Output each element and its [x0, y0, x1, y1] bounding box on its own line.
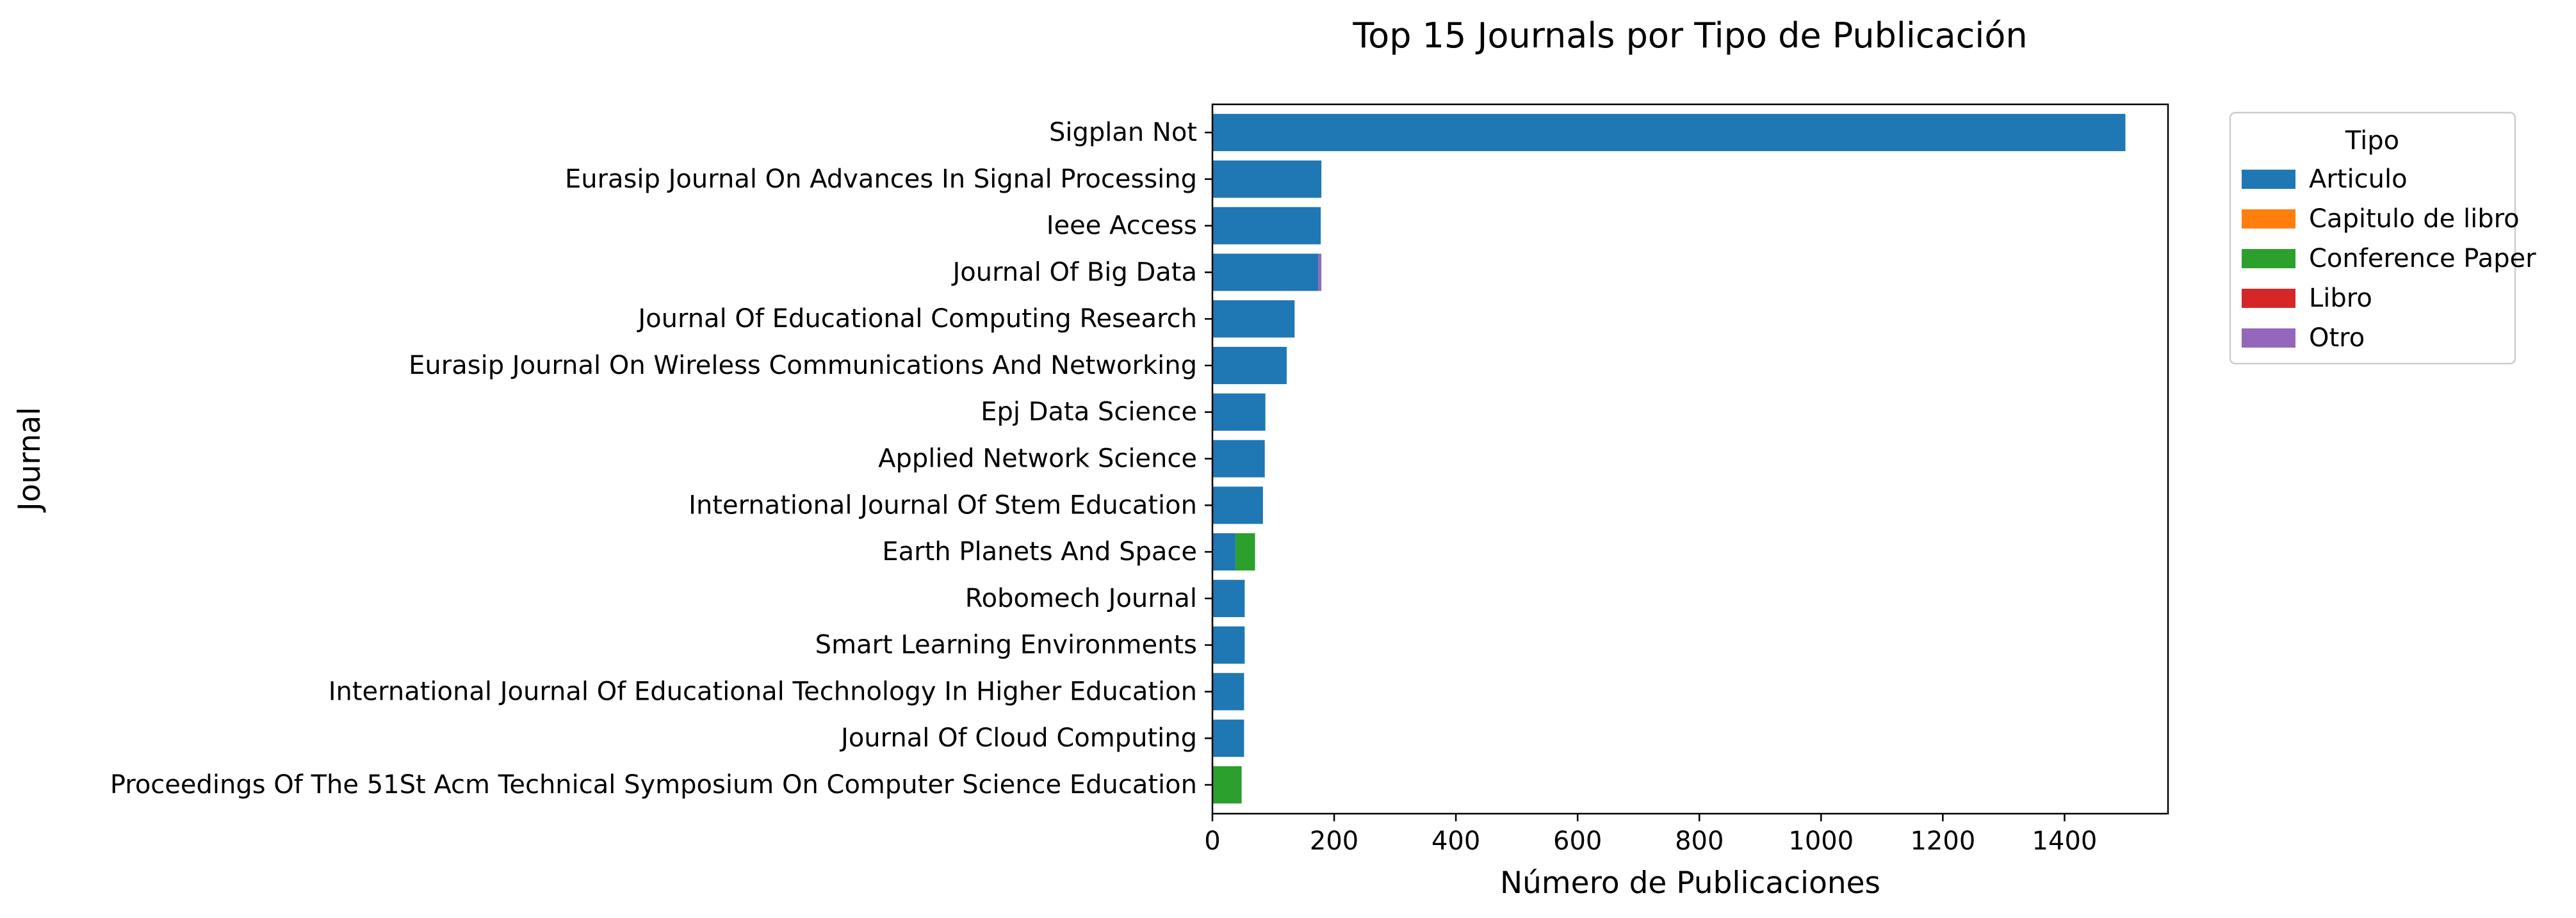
bar-articulo-8 [1212, 487, 1263, 524]
y-tick-label: Eurasip Journal On Advances In Signal Pr… [565, 165, 1197, 194]
legend-swatch-otro [2242, 328, 2295, 348]
bar-articulo-12 [1212, 673, 1244, 711]
y-tick-label: International Journal Of Stem Education [689, 490, 1197, 520]
legend-swatch-articulo [2242, 170, 2295, 189]
x-tick-label: 600 [1553, 826, 1602, 856]
bar-otro-3 [1318, 254, 1322, 291]
x-tick-label: 400 [1431, 826, 1480, 856]
legend-label: Articulo [2309, 165, 2408, 194]
x-tick-label: 1000 [1788, 826, 1854, 856]
y-tick-label: Applied Network Science [878, 444, 1197, 474]
bar-conference-paper-9 [1235, 533, 1255, 571]
legend-swatch-capitulo-de-libro [2242, 209, 2295, 229]
legend-swatch-libro [2242, 289, 2295, 308]
bar-articulo-2 [1212, 207, 1321, 245]
bars [1212, 113, 2126, 804]
y-tick-label: Robomech Journal [965, 584, 1197, 613]
bar-articulo-13 [1212, 720, 1244, 757]
legend-label: Otro [2309, 323, 2365, 353]
x-tick-label: 800 [1675, 826, 1724, 856]
bar-articulo-4 [1212, 300, 1295, 338]
bar-articulo-1 [1212, 160, 1322, 198]
legend: Tipo Articulo Capitulo de libro Conference… [2229, 111, 2536, 365]
plot-frame [1211, 103, 2169, 815]
x-tick-label: 0 [1204, 826, 1220, 856]
y-tick-label: Journal Of Cloud Computing [839, 723, 1197, 753]
y-tick-label: Proceedings Of The 51St Acm Technical Sy… [110, 770, 1197, 800]
chart-title: Top 15 Journals por Tipo de Publicación [1352, 15, 2027, 56]
x-tick-labels: 0 200 400 600 800 1000 1200 1400 [1204, 814, 2097, 856]
bar-conference-paper-14 [1212, 766, 1242, 804]
legend-label: Capitulo de libro [2309, 204, 2520, 234]
bar-articulo-11 [1212, 626, 1245, 664]
x-tick-label: 1400 [2032, 826, 2098, 856]
bar-articulo-10 [1212, 579, 1245, 617]
y-axis-label: Journal [12, 407, 47, 513]
x-tick-label: 200 [1310, 826, 1358, 856]
x-axis-label: Número de Publicaciones [1500, 866, 1880, 901]
bar-articulo-7 [1212, 440, 1265, 478]
legend-swatch-conference-paper [2242, 249, 2295, 268]
bar-articulo-6 [1212, 393, 1266, 431]
legend-items: Articulo Capitulo de libro Conference Pape… [2242, 165, 2536, 353]
y-tick-label: Smart Learning Environments [815, 631, 1197, 660]
y-tick-labels: Sigplan Not Eurasip Journal On Advances I… [110, 118, 1212, 800]
y-tick-label: Journal Of Educational Computing Researc… [636, 304, 1197, 334]
bar-articulo-3 [1212, 254, 1319, 291]
legend-label: Conference Paper [2309, 244, 2536, 273]
y-tick-label: International Journal Of Educational Tec… [329, 677, 1197, 706]
y-tick-label: Epj Data Science [981, 398, 1197, 427]
legend-label: Libro [2309, 284, 2372, 313]
y-tick-label: Earth Planets And Space [882, 537, 1197, 567]
legend-title: Tipo [2345, 126, 2399, 156]
legend-frame [2229, 111, 2516, 365]
bar-articulo-5 [1212, 346, 1287, 385]
bar-articulo-9 [1212, 533, 1236, 571]
y-tick-label: Eurasip Journal On Wireless Communicatio… [409, 351, 1197, 380]
y-tick-label: Journal Of Big Data [950, 257, 1197, 287]
y-tick-label: Sigplan Not [1049, 118, 1197, 147]
y-tick-label: Ieee Access [1047, 211, 1197, 241]
bar-articulo-0 [1212, 113, 2126, 152]
x-tick-label: 1200 [1910, 826, 1975, 856]
